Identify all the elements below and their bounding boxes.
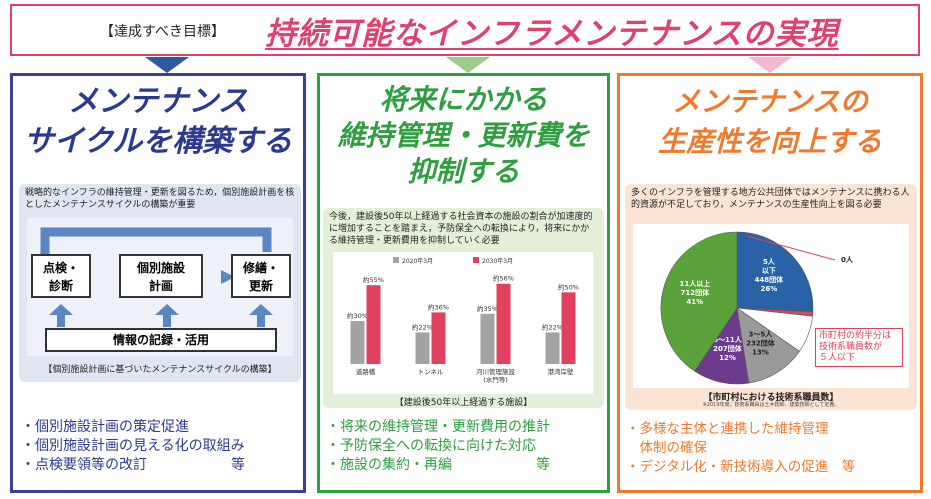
bar-0-1 (366, 285, 381, 364)
panel3-bullet-1: ・多様な主体と連携した維持管理 (626, 421, 829, 437)
panel1-bullet-1: ・個別施設計画の策定促進 (21, 419, 189, 435)
panel3-bullet-2: 体制の確保 (626, 440, 707, 456)
legend-swatch-1 (473, 257, 479, 263)
panel3-title-line2: 生産性を向上する (657, 125, 882, 158)
pie-label-zero: 0人 (841, 255, 854, 264)
pie-label-3-2: 13% (752, 348, 769, 356)
panel2-caption: 【建設後50年以上経過する施設】 (394, 398, 533, 408)
panel2-title-line2: 維持管理・更新費を (337, 119, 590, 152)
panel1-title-line2: サイクルを構築する (23, 124, 293, 159)
box-records: 情報の記録・活用 (45, 328, 277, 352)
panel2-title-line1: 将来にかかる (379, 83, 548, 116)
category-label-2-0: 河川管理施設 (476, 367, 516, 376)
panel1-description: 戦略的なインフラの維持管理・更新を図るため，個別施設計画を核としたメンテナンスサ… (19, 184, 301, 214)
down-arrow-icon-1 (145, 57, 189, 73)
pie-label-4-1: 207団体 (713, 344, 743, 353)
panel2-bullet-1: ・将来の維持管理・更新費用の推計 (326, 419, 550, 435)
bar-label-0-1: 約55% (363, 275, 384, 284)
goal-title: 持続可能なインフラメンテナンスの実現 (265, 16, 839, 52)
panel1-bullet-2: ・個別施設計画の見える化の取組み (21, 438, 245, 454)
panel1-bullet-3: ・点検要領等の改訂 等 (21, 457, 245, 473)
pie-label-0-0: 5人 (763, 257, 776, 266)
box-repair: 修繕・ 更新 (231, 254, 291, 298)
pie-chart-area: 5人以下448団体26%1～2人142団体8%3～5人232団体13%6～11人… (633, 224, 909, 388)
panel3-title-line1: メンテナンスの (672, 85, 868, 118)
legend-label-0: 2020年3月 (402, 257, 433, 265)
pie-label-0-1: 以下 (762, 267, 776, 275)
panel2-bullet-3: ・施設の集約・再編 等 (326, 457, 550, 473)
bar-2-0 (480, 313, 495, 364)
pie-label-4-0: 6～11人 (713, 335, 743, 344)
pie-label-4-2: 12% (719, 354, 736, 362)
pie-chart: 5人以下448団体26%1～2人142団体8%3～5人232団体13%6～11人… (660, 231, 854, 385)
panel1-title-line1: メンテナンス (68, 84, 248, 119)
panel1-figure: 戦略的なインフラの維持管理・更新を図るため，個別施設計画を核としたメンテナンスサ… (19, 184, 301, 382)
bar-label-1-1: 約36% (428, 302, 449, 311)
panel2-title-line3: 抑制する (407, 155, 520, 188)
cycle-diagram: 点検・ 診断 個別施設 計画 修繕・ 更新 情報の記録・活用 (27, 218, 293, 356)
bar-chart-area: 2020年3月 2030年3月約30% 約55% 道路橋 約22% 約36% トンネル 約35… (333, 252, 593, 394)
category-label-2-1: (水門等) (483, 375, 508, 384)
pie-callout: 市町村の約半分は 技術系職員数が ５人以下 (815, 328, 903, 367)
down-arrow-icon-3 (748, 57, 792, 73)
pie-label-3-1: 232団体 (746, 338, 776, 347)
panel-cost-reduction: 将来にかかる 維持管理・更新費を 抑制する 今後，建設後50年以上経過する社会資… (317, 73, 610, 493)
bar-label-1-0: 約22% (412, 322, 433, 331)
box-inspection: 点検・ 診断 (31, 254, 91, 298)
box-plan: 個別施設 計画 (119, 254, 203, 298)
panel2-figure: 今後，建設後50年以上経過する社会資本の施設の割合が加速度的に増加することを踏ま… (323, 208, 604, 408)
bar-3-0 (545, 332, 560, 364)
bar-2-1 (496, 283, 511, 364)
panel1-caption: 【個別施設計画に基づいたメンテナンスサイクルの構築】 (43, 365, 277, 375)
category-label-1-0: トンネル (418, 368, 444, 376)
goal-header (10, 4, 920, 56)
panel-maintenance-cycle: メンテナンス サイクルを構築する 戦略的なインフラの維持管理・更新を図るため，個… (10, 73, 306, 493)
bar-3-1 (561, 292, 576, 364)
bar-label-3-0: 約22% (542, 322, 563, 331)
pie-slice-0 (736, 231, 814, 312)
panel2-bullets: ・将来の維持管理・更新費用の推計 ・予防保全への転換に向けた対応 ・施設の集約・… (326, 418, 613, 475)
bar-label-2-1: 約56% (493, 274, 514, 283)
panel3-bullets: ・多様な主体と連携した維持管理 体制の確保 ・デジタル化・新技術導入の促進 等 (626, 420, 926, 477)
panel3-note: ※2019年度。技術系職員は土木技師、建築技師として定義。 (702, 402, 840, 408)
down-arrow-icon-2 (446, 57, 490, 73)
panel3-caption: 【市町村における技術系職員数】 (703, 393, 839, 403)
pie-label-5-2: 41% (686, 298, 703, 306)
bar-label-0-0: 約30% (347, 311, 368, 320)
panel3-bullet-3: ・デジタル化・新技術導入の促進 等 (626, 459, 856, 475)
category-label-3-0: 港湾岸壁 (548, 367, 575, 376)
pie-label-0-3: 26% (761, 285, 778, 293)
bar-0-0 (350, 321, 365, 364)
goal-label: 【達成すべき目標】 (100, 24, 226, 40)
bar-1-1 (431, 312, 446, 364)
bar-label-2-0: 約35% (477, 304, 498, 313)
panel-productivity: メンテナンスの 生産性を向上する 多くのインフラを管理する地方公共団体ではメンテ… (617, 73, 923, 493)
pie-label-5-1: 712団体 (681, 288, 711, 297)
bar-1-0 (415, 332, 430, 364)
pie-slice-3 (736, 307, 800, 384)
pie-label-3-0: 3～5人 (749, 329, 774, 338)
pie-slice-5 (660, 231, 738, 372)
category-label-0-0: 道路橋 (356, 367, 376, 376)
legend-swatch-0 (393, 257, 399, 263)
pie-label-5-0: 11人以上 (679, 279, 710, 288)
bar-label-3-1: 約50% (558, 282, 579, 291)
panel2-bullet-2: ・予防保全への転換に向けた対応 (326, 438, 536, 454)
zero-pointer (746, 235, 836, 261)
pie-label-0-2: 448団体 (755, 275, 785, 284)
panel2-description: 今後，建設後50年以上経過する社会資本の施設の割合が加速度的に増加することを踏ま… (329, 212, 593, 246)
panel3-description: 多くのインフラを管理する地方公共団体ではメンテナンスに携わる人的資源が不足してお… (631, 188, 910, 210)
legend-label-1: 2030年3月 (482, 257, 513, 265)
panel3-figure: 多くのインフラを管理する地方公共団体ではメンテナンスに携わる人的資源が不足してお… (625, 184, 917, 410)
panel1-bullets: ・個別施設計画の策定促進 ・個別施設計画の見える化の取組み ・点検要領等の改訂 … (21, 418, 311, 475)
